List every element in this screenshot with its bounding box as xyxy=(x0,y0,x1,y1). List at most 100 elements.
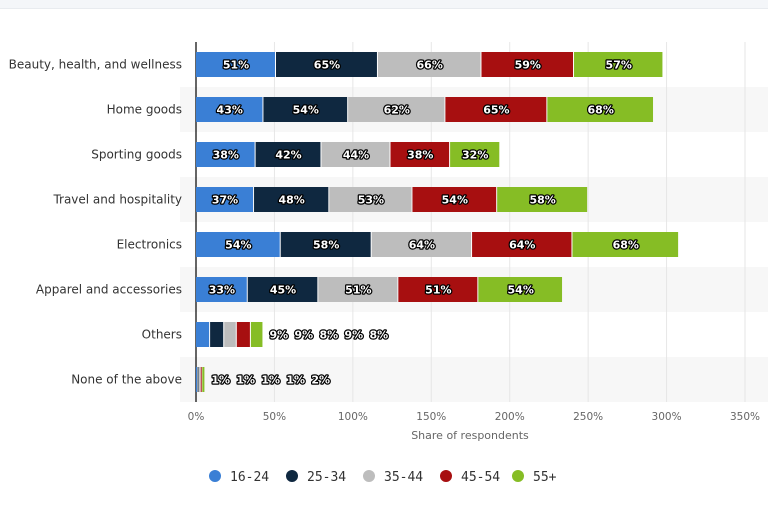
data-label: 1% xyxy=(236,374,255,387)
category-label: Apparel and accessories xyxy=(36,283,182,297)
legend-item[interactable]: 35-44 xyxy=(363,470,423,485)
legend-item[interactable]: 16-24 xyxy=(209,470,269,485)
bar-segment[interactable] xyxy=(263,97,348,122)
category-label: Electronics xyxy=(117,238,182,252)
bar-segment[interactable] xyxy=(247,277,318,302)
bar-segment[interactable] xyxy=(497,187,588,212)
legend-item[interactable]: 45-54 xyxy=(440,470,500,485)
bar-segment[interactable] xyxy=(377,52,481,77)
data-label: 68% xyxy=(613,239,639,252)
legend-label: 16-24 xyxy=(230,470,269,485)
bar-segment[interactable] xyxy=(280,232,371,257)
bar-segment[interactable] xyxy=(412,187,497,212)
bar-segment[interactable] xyxy=(200,367,202,392)
bar-segment[interactable] xyxy=(472,232,572,257)
bar-segment[interactable] xyxy=(254,187,329,212)
legend-label: 25-34 xyxy=(307,470,346,485)
bar-segment[interactable] xyxy=(572,232,679,257)
bar-segment[interactable] xyxy=(210,322,224,347)
x-tick-label: 150% xyxy=(416,411,446,423)
legend-label: 35-44 xyxy=(384,470,423,485)
bar-segment[interactable] xyxy=(481,52,574,77)
data-label: 9% xyxy=(269,329,288,342)
bar-segment[interactable] xyxy=(318,277,398,302)
bar-segment[interactable] xyxy=(478,277,563,302)
bar-segment[interactable] xyxy=(196,232,280,257)
category-label: Beauty, health, and wellness xyxy=(9,58,182,72)
bar-segment[interactable] xyxy=(196,322,210,347)
legend-marker-icon xyxy=(363,470,375,482)
data-label: 45% xyxy=(270,284,296,297)
bar-segment[interactable] xyxy=(196,52,275,77)
legend-marker-icon xyxy=(512,470,524,482)
bar-segment[interactable] xyxy=(450,142,500,167)
bar-segment[interactable] xyxy=(398,277,478,302)
legend-marker-icon xyxy=(440,470,452,482)
bar-segment[interactable] xyxy=(348,97,445,122)
bar-segment[interactable] xyxy=(199,367,201,392)
legend-item[interactable]: 55+ xyxy=(512,470,557,485)
bar-segment[interactable] xyxy=(574,52,663,77)
x-tick-label: 50% xyxy=(263,411,286,423)
data-label: 65% xyxy=(314,59,340,72)
x-tick-label: 350% xyxy=(730,411,760,423)
bar-segment[interactable] xyxy=(445,97,547,122)
data-label: 8% xyxy=(319,329,338,342)
bar-segment[interactable] xyxy=(196,142,255,167)
x-axis-label: Share of respondents xyxy=(411,429,529,442)
data-label: 54% xyxy=(293,104,319,117)
bar-segment[interactable] xyxy=(196,97,263,122)
data-label: 9% xyxy=(344,329,363,342)
data-label: 54% xyxy=(508,284,534,297)
bar-segment[interactable] xyxy=(321,142,390,167)
bar-segment[interactable] xyxy=(196,187,254,212)
bar-segment[interactable] xyxy=(197,367,199,392)
data-label: 2% xyxy=(311,374,330,387)
data-label: 33% xyxy=(209,284,235,297)
data-label: 54% xyxy=(442,194,468,207)
data-label: 53% xyxy=(358,194,384,207)
data-label: 44% xyxy=(343,149,369,162)
category-label: Home goods xyxy=(107,103,182,117)
bar-segment[interactable] xyxy=(547,97,654,122)
bar-segment[interactable] xyxy=(250,322,263,347)
data-label: 1% xyxy=(286,374,305,387)
data-label: 51% xyxy=(223,59,249,72)
data-label: 64% xyxy=(409,239,435,252)
legend-marker-icon xyxy=(209,470,221,482)
data-label: 48% xyxy=(279,194,305,207)
bar-segment[interactable] xyxy=(275,52,377,77)
x-tick-label: 250% xyxy=(573,411,603,423)
data-label: 59% xyxy=(515,59,541,72)
legend-item[interactable]: 25-34 xyxy=(286,470,346,485)
data-label: 38% xyxy=(407,149,433,162)
x-tick-label: 100% xyxy=(338,411,368,423)
x-tick-label: 300% xyxy=(652,411,682,423)
data-label: 9% xyxy=(294,329,313,342)
legend-label: 55+ xyxy=(533,470,557,485)
bar-segment[interactable] xyxy=(329,187,412,212)
legend-label: 45-54 xyxy=(461,470,500,485)
data-label: 32% xyxy=(462,149,488,162)
bar-segment[interactable] xyxy=(390,142,450,167)
bar-segment[interactable] xyxy=(255,142,321,167)
x-tick-label: 200% xyxy=(495,411,525,423)
bar-segment[interactable] xyxy=(202,367,205,392)
bar-segment[interactable] xyxy=(371,232,472,257)
data-label: 54% xyxy=(225,239,251,252)
legend-marker-icon xyxy=(286,470,298,482)
data-label: 42% xyxy=(275,149,301,162)
bar-segment[interactable] xyxy=(196,367,197,392)
data-label: 1% xyxy=(261,374,280,387)
data-label: 43% xyxy=(217,104,243,117)
bar-segment[interactable] xyxy=(196,277,247,302)
data-label: 57% xyxy=(606,59,632,72)
data-label: 68% xyxy=(588,104,614,117)
category-label: Travel and hospitality xyxy=(52,193,182,207)
bar-segment[interactable] xyxy=(224,322,236,347)
data-label: 1% xyxy=(211,374,230,387)
data-label: 37% xyxy=(212,194,238,207)
bar-segment[interactable] xyxy=(236,322,250,347)
